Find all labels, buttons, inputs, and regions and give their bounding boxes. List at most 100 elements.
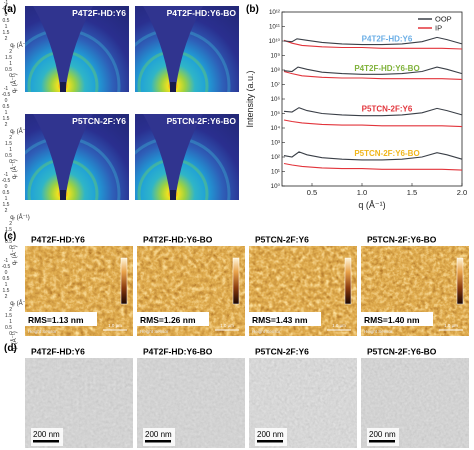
qx-tick-label: 1 xyxy=(4,24,8,30)
afm-image: P4T2F-HD:Y6 RMS=1.13 nm Height Sensor 1.0 µ… xyxy=(25,232,133,336)
tem-title: P4T2F-HD:Y6 xyxy=(31,347,85,357)
qz-tick-label: 1.5 xyxy=(5,227,12,233)
qz-axis-label: qᵣ (Å⁻¹) xyxy=(12,73,18,93)
giwaxs-title: P4T2F-HD:Y6 xyxy=(72,8,126,18)
afm-rms-value: RMS=1.26 nm xyxy=(140,315,196,325)
afm-scale-label: 1.0 µm xyxy=(220,323,234,328)
qx-tick-label: 0.5 xyxy=(2,276,10,282)
tem-title: P5TCN-2F:Y6-BO xyxy=(367,347,437,357)
afm-sensor-label: Height Sensor xyxy=(364,329,393,334)
afm-rms-value: RMS=1.13 nm xyxy=(28,315,84,325)
tem-scale-bar xyxy=(33,440,59,443)
y-tick-label: 10¹¹ xyxy=(269,24,280,31)
afm-title-bar xyxy=(249,232,357,246)
qz-tick-label: 0 xyxy=(9,159,12,165)
afm-title: P5TCN-2F:Y6 xyxy=(255,235,309,245)
oop-series-line xyxy=(283,36,463,46)
giwaxs-title: P4T2F-HD:Y6-BO xyxy=(167,8,237,18)
afm-scale-label: 1.0 µm xyxy=(108,323,122,328)
panel-label-c: (c) xyxy=(4,231,17,242)
afm-scale-label: 1.0 µm xyxy=(332,323,346,328)
qx-tick-label: 0.5 xyxy=(2,104,10,110)
panel-label-d: (d) xyxy=(4,343,17,354)
giwaxs-title: P5TCN-2F:Y6 xyxy=(72,116,126,126)
qx-axis-label: qᵣ (Å⁻¹) xyxy=(10,129,30,135)
qx-tick-label: 1 xyxy=(4,196,8,202)
giwaxs-panel: P4T2F-HD:Y6 -1 -0.5 0 0.5 1 1.5 2 qᵣ (Å⁻¹) 2 1.5 1 0… xyxy=(0,0,240,351)
afm-sensor-label: Height Sensor xyxy=(28,329,57,334)
qz-tick-label: 1 xyxy=(9,233,12,239)
x-tick-label: 2.0 xyxy=(457,188,467,197)
afm-rms-value: RMS=1.43 nm xyxy=(252,315,308,325)
oop-series-line xyxy=(283,66,463,75)
qx-tick-label: 0 xyxy=(4,12,8,18)
qx-tick-label: -0.5 xyxy=(1,6,11,12)
y-tick-label: 10⁸ xyxy=(271,67,281,74)
legend-label: OOP xyxy=(435,15,452,24)
qx-axis-label: qᵣ (Å⁻¹) xyxy=(10,301,30,307)
qx-tick-label: 0 xyxy=(4,270,8,276)
afm-title-bar xyxy=(137,232,245,246)
tem-panel: P4T2F-HD:Y6 200 nm P4T2F-HD:Y6-BO 200 nm P5T… xyxy=(0,342,474,448)
afm-sensor-label: Height Sensor xyxy=(252,329,281,334)
sample-label: P5TCN-2F:Y6 xyxy=(362,105,413,114)
afm-color-bar xyxy=(120,257,128,305)
tem-title: P4T2F-HD:Y6-BO xyxy=(143,347,213,357)
ip-series-line xyxy=(283,70,463,80)
x-axis-label: q (Å⁻¹) xyxy=(358,200,385,210)
y-tick-label: 10⁵ xyxy=(271,111,281,118)
afm-title: P4T2F-HD:Y6-BO xyxy=(143,235,213,245)
x-tick-label: 1.0 xyxy=(357,188,367,197)
tem-scale-label: 200 nm xyxy=(369,430,396,439)
qx-tick-label: 0.5 xyxy=(2,18,10,24)
qz-tick-label: 2 xyxy=(9,135,12,141)
y-axis-label: Intensity (a.u.) xyxy=(245,70,255,127)
qx-tick-label: -1 xyxy=(3,258,9,264)
y-tick-label: 10⁹ xyxy=(270,53,280,60)
qx-tick-label: -0.5 xyxy=(1,264,11,270)
ip-series-line xyxy=(283,162,463,171)
qz-tick-label: 1.5 xyxy=(5,313,12,319)
tem-scale-bar xyxy=(145,440,171,443)
x-tick-label: 0.5 xyxy=(307,188,317,197)
tem-image: P4T2F-HD:Y6 200 nm xyxy=(25,344,133,448)
qx-tick-label: 2 xyxy=(4,36,8,42)
qx-tick-label: 2 xyxy=(4,208,8,214)
tem-image: P5TCN-2F:Y6-BO 200 nm xyxy=(361,344,469,448)
qx-tick-label: 1 xyxy=(4,282,8,288)
qz-tick-label: 2 xyxy=(9,221,12,227)
qx-tick-label: 0.5 xyxy=(2,190,10,196)
qz-tick-label: 1.5 xyxy=(5,55,12,61)
tem-title-bar xyxy=(137,344,245,358)
giwaxs-pattern: P5TCN-2F:Y6-BO xyxy=(135,114,239,200)
y-tick-label: 10⁷ xyxy=(271,82,280,89)
afm-color-bar xyxy=(456,257,464,305)
legend-label: IP xyxy=(435,24,442,33)
qz-tick-label: 0 xyxy=(9,331,12,337)
qz-tick-label: 0.5 xyxy=(5,67,12,73)
tem-scale-label: 200 nm xyxy=(145,430,172,439)
x-tick-label: 1.5 xyxy=(407,188,417,197)
qx-tick-label: 1 xyxy=(4,110,8,116)
oop-series-line xyxy=(283,151,463,161)
tem-title: P5TCN-2F:Y6 xyxy=(255,347,309,357)
afm-title: P4T2F-HD:Y6 xyxy=(31,235,85,245)
giwaxs-pattern: P5TCN-2F:Y6 xyxy=(25,114,129,200)
sample-label: P4T2F-HD:Y6 xyxy=(362,34,413,43)
afm-title: P5TCN-2F:Y6-BO xyxy=(367,235,437,245)
tem-title-bar xyxy=(361,344,469,358)
tem-image: P4T2F-HD:Y6-BO 200 nm xyxy=(137,344,245,448)
qz-tick-label: 2 xyxy=(9,307,12,313)
y-tick-label: 10⁰ xyxy=(271,183,281,190)
sample-label: P5TCN-2F:Y6-BO xyxy=(354,149,419,158)
y-tick-label: 10³ xyxy=(271,140,280,147)
qx-tick-label: 2 xyxy=(4,122,8,128)
tem-image: P5TCN-2F:Y6 200 nm xyxy=(249,344,357,448)
y-tick-label: 10¹² xyxy=(269,9,280,16)
tem-title-bar xyxy=(25,344,133,358)
afm-scale-label: 1.0 µm xyxy=(444,323,458,328)
giwaxs-pattern: P4T2F-HD:Y6-BO xyxy=(135,6,239,92)
qx-tick-label: -0.5 xyxy=(1,92,11,98)
qx-tick-label: -1 xyxy=(3,0,9,6)
afm-title-bar xyxy=(25,232,133,246)
